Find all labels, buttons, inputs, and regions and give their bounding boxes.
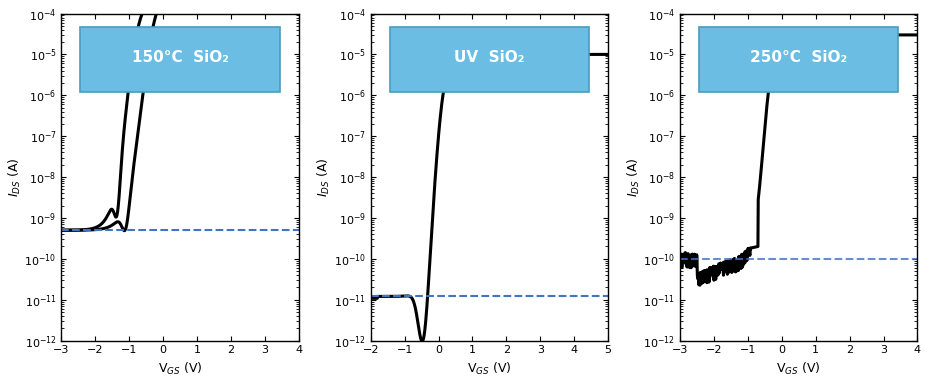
Y-axis label: $I_{DS}$ (A): $I_{DS}$ (A) — [6, 157, 23, 197]
Y-axis label: $I_{DS}$ (A): $I_{DS}$ (A) — [625, 157, 641, 197]
FancyBboxPatch shape — [698, 26, 897, 92]
FancyBboxPatch shape — [81, 26, 280, 92]
Text: 150°C  SiO₂: 150°C SiO₂ — [132, 50, 228, 65]
FancyBboxPatch shape — [389, 26, 589, 92]
Text: 250°C  SiO₂: 250°C SiO₂ — [749, 50, 846, 65]
X-axis label: V$_{GS}$ (V): V$_{GS}$ (V) — [776, 361, 820, 377]
Text: UV  SiO₂: UV SiO₂ — [454, 50, 524, 65]
X-axis label: V$_{GS}$ (V): V$_{GS}$ (V) — [158, 361, 202, 377]
X-axis label: V$_{GS}$ (V): V$_{GS}$ (V) — [466, 361, 511, 377]
Y-axis label: $I_{DS}$ (A): $I_{DS}$ (A) — [316, 157, 332, 197]
